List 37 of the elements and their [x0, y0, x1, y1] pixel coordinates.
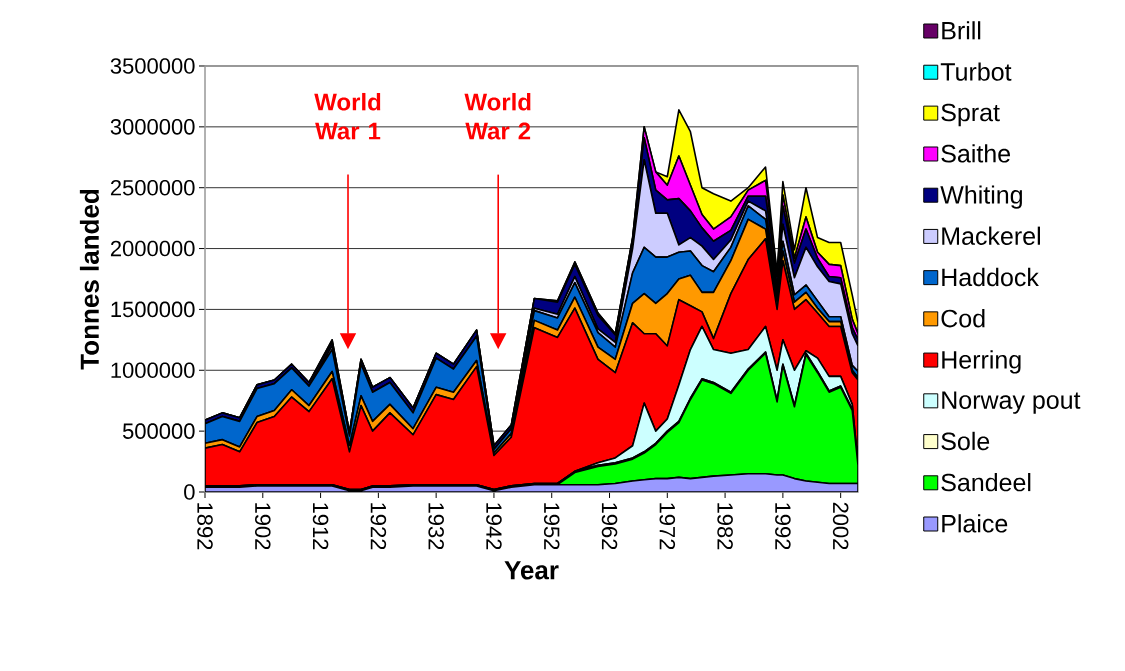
legend-label: Cod: [941, 309, 985, 328]
legend-label: Norway pout: [942, 391, 1081, 414]
x-tick-label: 1992: [775, 503, 791, 550]
legend-label: Turbot: [940, 62, 1012, 81]
legend-label: Brill: [942, 21, 981, 40]
x-tick-label: 1902: [255, 503, 271, 550]
annotation: World War 1: [314, 92, 381, 140]
legend-label: Plaice: [942, 514, 1008, 533]
x-tick-label: 2002: [832, 502, 849, 550]
y-tick-label: 3000000: [110, 119, 195, 135]
x-tick-label: 1892: [197, 503, 213, 550]
y-tick-label: 1000000: [111, 362, 195, 379]
y-tick-label: 1500000: [111, 301, 195, 318]
y-tick-label: 2000000: [110, 240, 195, 257]
x-tick-label: 1942: [486, 503, 502, 550]
legend-label: Whiting: [940, 185, 1022, 209]
legend-label: Herring: [942, 350, 1021, 374]
x-tick-label: 1912: [312, 503, 329, 550]
x-axis-title: Year: [504, 561, 559, 580]
y-axis-title: Tonnes landed: [79, 189, 99, 370]
y-tick-label: 500000: [122, 423, 195, 439]
x-tick-label: 1922: [370, 503, 387, 550]
x-tick-label: 1952: [543, 503, 560, 550]
y-tick-label: 3500000: [110, 58, 195, 74]
y-tick-label: 0: [184, 484, 195, 500]
legend-label: Sandeel: [941, 472, 1031, 492]
x-tick-label: 1962: [601, 503, 618, 550]
legend-label: Saithe: [941, 144, 1011, 163]
annotation: World War 2: [464, 92, 531, 140]
legend-label: Sole: [941, 431, 990, 451]
x-tick-label: 1932: [428, 503, 444, 550]
legend-label: Sprat: [941, 103, 1000, 127]
legend-label: Mackerel: [942, 226, 1040, 245]
y-tick-label: 2500000: [110, 179, 195, 196]
x-tick-label: 1982: [717, 503, 733, 550]
legend-label: Haddock: [942, 267, 1039, 287]
x-tick-label: 1972: [659, 503, 676, 550]
